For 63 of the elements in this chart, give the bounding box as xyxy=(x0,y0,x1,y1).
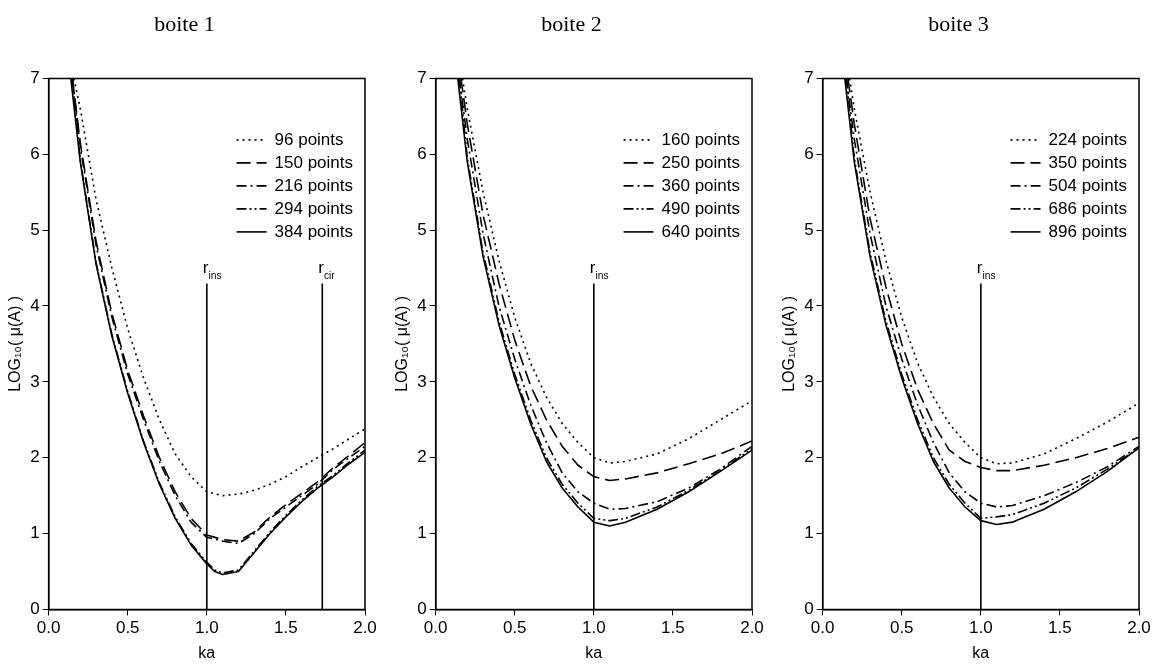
y-axis-title: LOG₁₀( μ(A) ) xyxy=(780,295,798,392)
legend-label: 384 points xyxy=(274,221,353,241)
x-tick-label: 0.0 xyxy=(36,618,61,638)
y-tick-label: 5 xyxy=(804,219,814,239)
y-tick-label: 1 xyxy=(417,523,427,543)
y-tick-label: 3 xyxy=(30,371,40,391)
legend-label: 96 points xyxy=(274,129,344,149)
legend-label: 490 points xyxy=(661,198,740,218)
chart-title: boite 3 xyxy=(928,10,989,36)
y-tick-label: 2 xyxy=(417,447,427,467)
x-tick-label: 0.5 xyxy=(115,618,140,638)
legend-label: 896 points xyxy=(1048,221,1127,241)
y-tick-label: 2 xyxy=(804,447,814,467)
legend-label: 160 points xyxy=(661,129,740,149)
y-tick-label: 3 xyxy=(804,371,814,391)
legend-label: 216 points xyxy=(274,175,353,195)
y-tick-label: 6 xyxy=(417,143,427,163)
y-tick-label: 7 xyxy=(30,68,40,88)
x-tick-label: 2.0 xyxy=(353,618,377,638)
x-tick-label: 1.0 xyxy=(195,618,219,638)
legend-label: 294 points xyxy=(274,198,353,218)
y-axis-title: LOG₁₀( μ(A) ) xyxy=(393,295,411,392)
legend-label: 224 points xyxy=(1048,129,1127,149)
y-tick-label: 7 xyxy=(804,68,814,88)
y-tick-label: 7 xyxy=(417,68,427,88)
x-tick-label: 0.5 xyxy=(889,618,914,638)
y-tick-label: 4 xyxy=(804,295,814,315)
x-tick-label: 0.0 xyxy=(810,618,835,638)
legend-label: 350 points xyxy=(1048,152,1127,172)
y-tick-label: 6 xyxy=(804,143,814,163)
x-tick-label: 1.0 xyxy=(582,618,606,638)
y-tick-label: 0 xyxy=(417,599,427,619)
y-axis-title: LOG₁₀( μ(A) ) xyxy=(6,295,24,392)
x-axis-title: ka xyxy=(972,643,990,661)
y-tick-label: 0 xyxy=(30,599,40,619)
y-tick-label: 1 xyxy=(30,523,40,543)
x-tick-label: 1.0 xyxy=(969,618,993,638)
y-tick-label: 0 xyxy=(804,599,814,619)
x-tick-label: 0.5 xyxy=(502,618,527,638)
legend-label: 686 points xyxy=(1048,198,1127,218)
x-tick-label: 2.0 xyxy=(740,618,764,638)
y-tick-label: 3 xyxy=(417,371,427,391)
legend-label: 504 points xyxy=(1048,175,1127,195)
x-tick-label: 1.5 xyxy=(274,618,298,638)
x-axis-title: ka xyxy=(585,643,603,661)
legend-label: 250 points xyxy=(661,152,740,172)
x-tick-label: 1.5 xyxy=(661,618,685,638)
y-tick-label: 1 xyxy=(804,523,814,543)
chart-title: boite 1 xyxy=(154,10,215,36)
y-tick-label: 5 xyxy=(417,219,427,239)
x-axis-title: ka xyxy=(198,643,216,661)
legend-label: 360 points xyxy=(661,175,740,195)
legend-label: 150 points xyxy=(274,152,353,172)
legend-label: 640 points xyxy=(661,221,740,241)
chart-title: boite 2 xyxy=(541,10,602,36)
x-tick-label: 2.0 xyxy=(1127,618,1151,638)
x-tick-label: 1.5 xyxy=(1048,618,1072,638)
y-tick-label: 4 xyxy=(417,295,427,315)
y-tick-label: 4 xyxy=(30,295,40,315)
y-tick-label: 5 xyxy=(30,219,40,239)
y-tick-label: 6 xyxy=(30,143,40,163)
x-tick-label: 0.0 xyxy=(423,618,448,638)
y-tick-label: 2 xyxy=(30,447,40,467)
